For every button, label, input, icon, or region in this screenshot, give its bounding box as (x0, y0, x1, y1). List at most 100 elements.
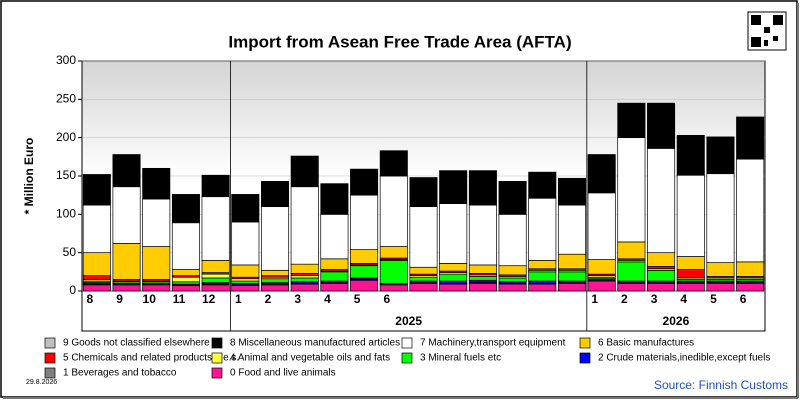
legend-swatch (401, 337, 413, 349)
bar-segment (261, 278, 290, 283)
bar-segment (82, 252, 111, 277)
bar-segment (409, 282, 438, 292)
bar-segment (171, 194, 200, 224)
legend-swatch (579, 337, 591, 349)
bar-segment (82, 204, 111, 254)
bar-segment (647, 282, 676, 292)
bar-segment (142, 246, 171, 280)
bar-segment (706, 173, 735, 263)
bar-segment (350, 279, 379, 292)
date: 29.8.2026 (26, 379, 57, 386)
y-tick-label: 100 (56, 207, 76, 221)
x-tick-label: 8 (87, 292, 94, 306)
chart-title: Import from Asean Free Trade Area (AFTA) (228, 32, 571, 51)
bar-segment (379, 150, 408, 177)
bar-segment (112, 186, 141, 244)
legend-label: 2 Crude materials,inedible,except fuels (598, 353, 770, 364)
bar-segment (736, 158, 765, 263)
x-tick-label: 11 (173, 292, 186, 306)
bar-segment (112, 154, 141, 188)
bar-segment (528, 197, 557, 261)
bar-segment (617, 102, 646, 139)
x-tick-label: 3 (294, 292, 301, 306)
bar-segment (557, 253, 586, 270)
bar-segment (379, 175, 408, 247)
x-tick-label: 1 (235, 292, 242, 306)
bar-segment (587, 154, 616, 194)
qr-code (747, 11, 787, 51)
bar-segment (171, 285, 200, 292)
bar-segment (647, 102, 676, 149)
bar-segment (468, 264, 497, 274)
x-tick-label: 6 (383, 292, 390, 306)
x-axis-box (81, 290, 766, 332)
bar-segment (439, 203, 468, 264)
bar-segment (320, 258, 349, 270)
legend-label: 8 Miscellaneous manufactured articles (230, 338, 400, 349)
bar-segment (261, 269, 290, 277)
bar-segment (528, 283, 557, 292)
bar-segment (706, 136, 735, 175)
bar-segment (379, 246, 408, 259)
legend-label: 9 Goods not classified elsewhere (63, 338, 210, 349)
bar-segment (290, 277, 319, 283)
x-tick-label: 10 (143, 292, 157, 306)
bar-segment (201, 259, 230, 273)
bar-segment (171, 269, 200, 277)
bar-segment (112, 243, 141, 280)
x-tick-label: 5 (710, 292, 717, 306)
x-tick-label: 4 (680, 292, 687, 306)
bar-segment (676, 174, 705, 257)
bar-segment (528, 171, 557, 199)
bar-segment (261, 181, 290, 208)
year-label: 2026 (663, 314, 690, 328)
bar-segment (498, 265, 527, 276)
bar-segment (231, 194, 260, 223)
bar-segment (617, 241, 646, 260)
bar-segment (290, 283, 319, 292)
bar-segment (647, 252, 676, 267)
bar-segment (587, 280, 616, 292)
bar-segment (82, 284, 111, 292)
legend-label: 4 Animal and vegetable oils and fats (230, 353, 390, 364)
bar-segment (557, 177, 586, 206)
x-tick-label: 2 (621, 292, 628, 306)
bar-segment (290, 155, 319, 188)
bar-segment (350, 194, 379, 250)
bar-segment (231, 285, 260, 292)
legend-swatch (211, 367, 223, 379)
x-tick-label: 3 (651, 292, 658, 306)
bar-segment (379, 259, 408, 284)
bar-segment (290, 263, 319, 274)
bar-segment (557, 271, 586, 282)
bar-segment (201, 174, 230, 198)
x-tick-label: 5 (354, 292, 361, 306)
y-tick-label: 200 (56, 130, 76, 144)
legend-swatch (44, 367, 56, 379)
x-tick-label: 12 (202, 292, 216, 306)
bar-segment (439, 283, 468, 292)
bar-segment (439, 263, 468, 272)
x-tick-label: 1 (591, 292, 598, 306)
legend-swatch (44, 337, 56, 349)
legend-label: 7 Machinery,transport equipment (420, 338, 566, 349)
bar-segment (439, 273, 468, 282)
legend-label: 1 Beverages and tobacco (63, 368, 177, 379)
bar-segment (171, 276, 200, 283)
bar-segment (647, 148, 676, 254)
bar-segment (498, 181, 527, 215)
bar-segment (142, 198, 171, 247)
bar-segment (676, 256, 705, 270)
bar-segment (498, 283, 527, 292)
bar-segment (617, 282, 646, 292)
y-tick-label: 50 (63, 245, 77, 259)
legend-swatch (579, 352, 591, 364)
bar-segment (409, 276, 438, 282)
legend-label: 0 Food and live animals (230, 368, 336, 379)
bar-segment (379, 284, 408, 292)
bar-segment (706, 282, 735, 292)
bar-segment (201, 284, 230, 292)
bar-segment (468, 204, 497, 266)
bar-segment (498, 213, 527, 267)
